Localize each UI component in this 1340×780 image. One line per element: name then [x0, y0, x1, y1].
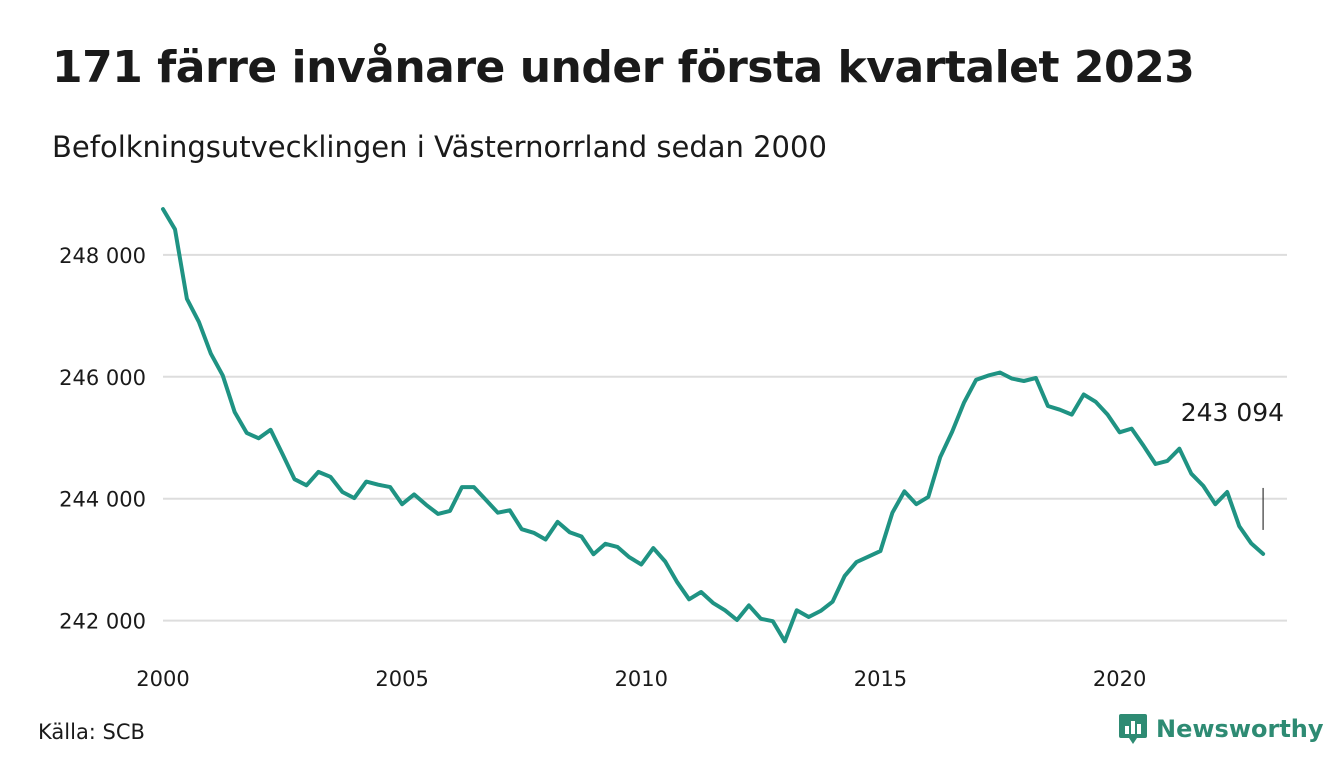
chart-title: 171 färre invånare under första kvartale…	[52, 42, 1195, 93]
chart-subtitle: Befolkningsutvecklingen i Västernorrland…	[52, 130, 827, 164]
end-value-label: 243 094	[1181, 398, 1284, 427]
x-tick-label: 2010	[615, 667, 668, 691]
y-tick-label: 246 000	[59, 366, 146, 390]
y-tick-label: 244 000	[59, 488, 146, 512]
source-note: Källa: SCB	[38, 720, 145, 744]
brand-name: Newsworthy	[1156, 715, 1324, 743]
x-tick-label: 2000	[136, 667, 189, 691]
brand-logo[interactable]: Newsworthy	[1118, 712, 1324, 746]
y-tick-label: 242 000	[59, 610, 146, 634]
x-tick-label: 2015	[854, 667, 907, 691]
x-tick-label: 2005	[375, 667, 428, 691]
newsworthy-logo-icon	[1119, 714, 1147, 744]
series-line	[161, 207, 1266, 644]
y-tick-label: 248 000	[59, 244, 146, 268]
x-tick-label: 2020	[1093, 667, 1146, 691]
